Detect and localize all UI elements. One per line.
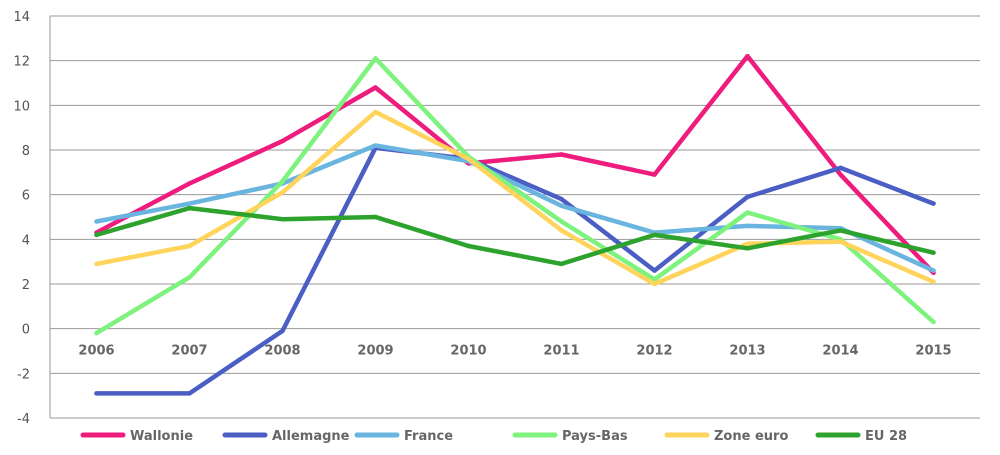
data-point-zone-euro [466, 156, 471, 162]
data-point-pays-bas [280, 179, 285, 184]
y-tick-label: -2 [17, 367, 30, 382]
data-point-wallonie [745, 54, 750, 59]
series-line-eu-28 [94, 205, 936, 267]
x-tick-label: 2014 [822, 344, 858, 359]
data-point-zone-euro [373, 109, 378, 115]
data-point-eu-28 [466, 243, 471, 249]
data-point-zone-euro [280, 190, 285, 195]
x-tick-label: 2015 [915, 344, 951, 359]
x-tick-label: 2011 [543, 344, 579, 359]
data-point-zone-euro [745, 241, 750, 246]
legend-label-zone-euro: Zone euro [714, 429, 788, 444]
x-tick-label: 2012 [636, 344, 672, 359]
x-tick-label: 2010 [450, 344, 486, 359]
series-line-france [94, 143, 936, 273]
y-tick-label: 6 [22, 189, 30, 204]
data-point-wallonie [559, 152, 564, 157]
data-point-zone-euro [931, 279, 936, 284]
data-point-allemagne [745, 194, 750, 200]
data-point-eu-28 [94, 232, 99, 238]
x-tick-label: 2008 [264, 344, 300, 359]
y-tick-label: 4 [22, 233, 30, 248]
data-point-eu-28 [652, 232, 657, 238]
data-point-pays-bas [652, 277, 657, 282]
legend-label-france: France [404, 429, 453, 444]
x-tick-label: 2013 [729, 344, 765, 359]
legend-label-allemagne: Allemagne [272, 429, 350, 444]
series-line-pays-bas [94, 56, 936, 336]
data-point-wallonie [838, 172, 843, 177]
data-point-eu-28 [745, 246, 750, 251]
data-point-allemagne [838, 165, 843, 171]
data-point-pays-bas [94, 330, 99, 336]
legend-label-wallonie: Wallonie [130, 429, 193, 444]
y-tick-label: 2 [22, 278, 30, 293]
data-point-allemagne [280, 328, 285, 334]
x-tick-label: 2009 [357, 344, 393, 359]
data-point-zone-euro [559, 228, 564, 233]
data-point-zone-euro [652, 281, 657, 287]
data-point-zone-euro [838, 239, 843, 244]
legend-label-pays-bas: Pays-Bas [562, 429, 628, 444]
data-point-allemagne [931, 201, 936, 206]
data-point-eu-28 [187, 205, 192, 211]
data-point-allemagne [187, 391, 192, 396]
y-tick-label: 8 [22, 144, 30, 159]
data-point-wallonie [652, 172, 657, 177]
y-tick-label: -4 [17, 412, 30, 427]
data-point-pays-bas [373, 56, 378, 61]
legend: Wallonie Allemagne France Pays-Bas Zone euro… [80, 429, 907, 444]
x-tick-label: 2007 [171, 344, 207, 359]
y-axis-ticks: 14 12 10 8 6 4 2 0 -2 -4 [13, 10, 30, 427]
legend-label-eu-28: EU 28 [865, 429, 907, 444]
data-point-allemagne [559, 196, 564, 202]
data-point-eu-28 [931, 250, 936, 255]
series-line-wallonie [94, 53, 936, 276]
data-point-eu-28 [280, 217, 285, 222]
data-point-allemagne [652, 268, 657, 273]
y-tick-label: 0 [22, 323, 30, 338]
y-tick-label: 12 [13, 55, 30, 70]
data-point-pays-bas [559, 219, 564, 224]
data-point-eu-28 [559, 261, 564, 267]
data-point-wallonie [187, 181, 192, 186]
y-tick-label: 10 [13, 99, 30, 114]
data-point-france [931, 268, 936, 273]
data-point-france [373, 143, 378, 148]
series-lines [94, 53, 936, 396]
data-point-france [559, 203, 564, 209]
data-point-eu-28 [373, 214, 378, 220]
y-tick-label: 14 [13, 10, 30, 25]
data-point-france [94, 219, 99, 224]
data-point-zone-euro [187, 243, 192, 249]
data-point-france [745, 223, 750, 229]
series-line-zone-euro [94, 109, 936, 287]
data-point-pays-bas [745, 210, 750, 215]
x-axis-ticks: 2006 2007 2008 2009 2010 2011 2012 2013 2014 2015 [78, 344, 951, 359]
data-point-wallonie [373, 85, 378, 90]
data-point-pays-bas [931, 319, 936, 325]
data-point-pays-bas [187, 275, 192, 280]
data-point-eu-28 [838, 228, 843, 233]
data-point-zone-euro [94, 261, 99, 267]
series-line-allemagne [94, 145, 936, 396]
data-point-wallonie [280, 138, 285, 144]
x-tick-label: 2006 [78, 344, 114, 359]
data-point-allemagne [94, 391, 99, 396]
data-point-france [187, 201, 192, 206]
